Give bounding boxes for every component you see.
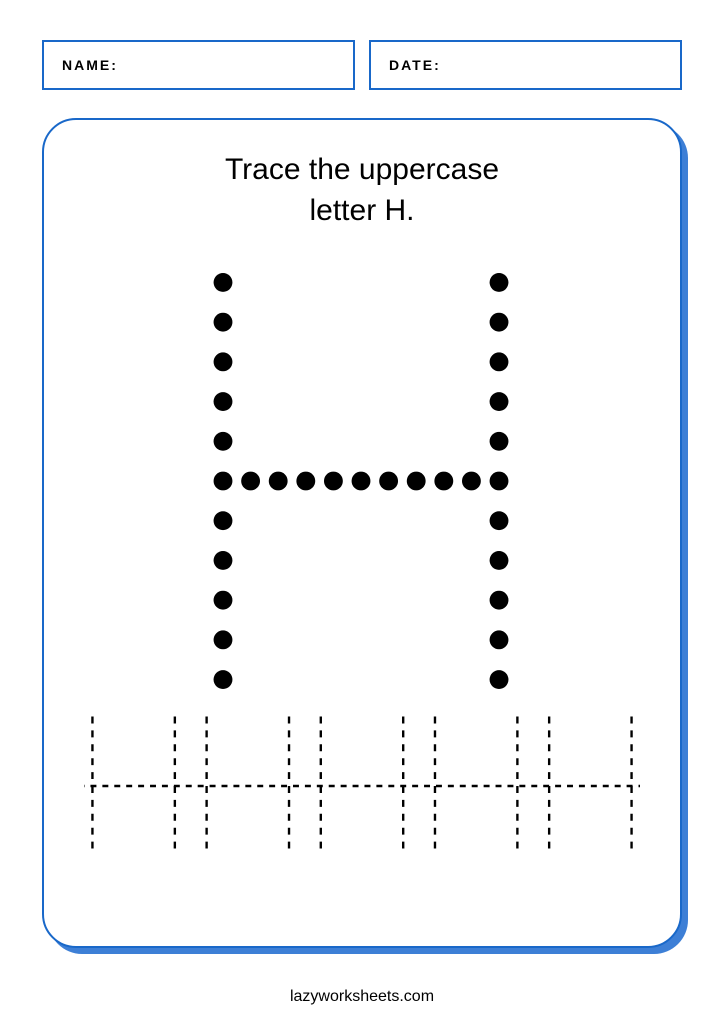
practice-row [84, 711, 640, 861]
large-dotted-letter [84, 261, 640, 701]
name-field-box[interactable]: NAME: [42, 40, 355, 90]
instruction-text: Trace the uppercase letter H. [84, 150, 640, 231]
instruction-line2: letter H. [309, 194, 414, 227]
date-label: DATE: [389, 57, 441, 73]
worksheet-page: NAME: DATE: Trace the uppercase letter H… [0, 0, 724, 1024]
header-row: NAME: DATE: [42, 40, 682, 90]
main-panel-wrap: Trace the uppercase letter H. [42, 118, 682, 948]
footer-credit: lazyworksheets.com [0, 988, 724, 1006]
name-label: NAME: [62, 57, 118, 73]
practice-row-svg [84, 711, 640, 861]
large-letter-svg [84, 261, 640, 701]
date-field-box[interactable]: DATE: [369, 40, 682, 90]
instruction-line1: Trace the uppercase [225, 153, 499, 186]
main-panel: Trace the uppercase letter H. [42, 118, 682, 948]
